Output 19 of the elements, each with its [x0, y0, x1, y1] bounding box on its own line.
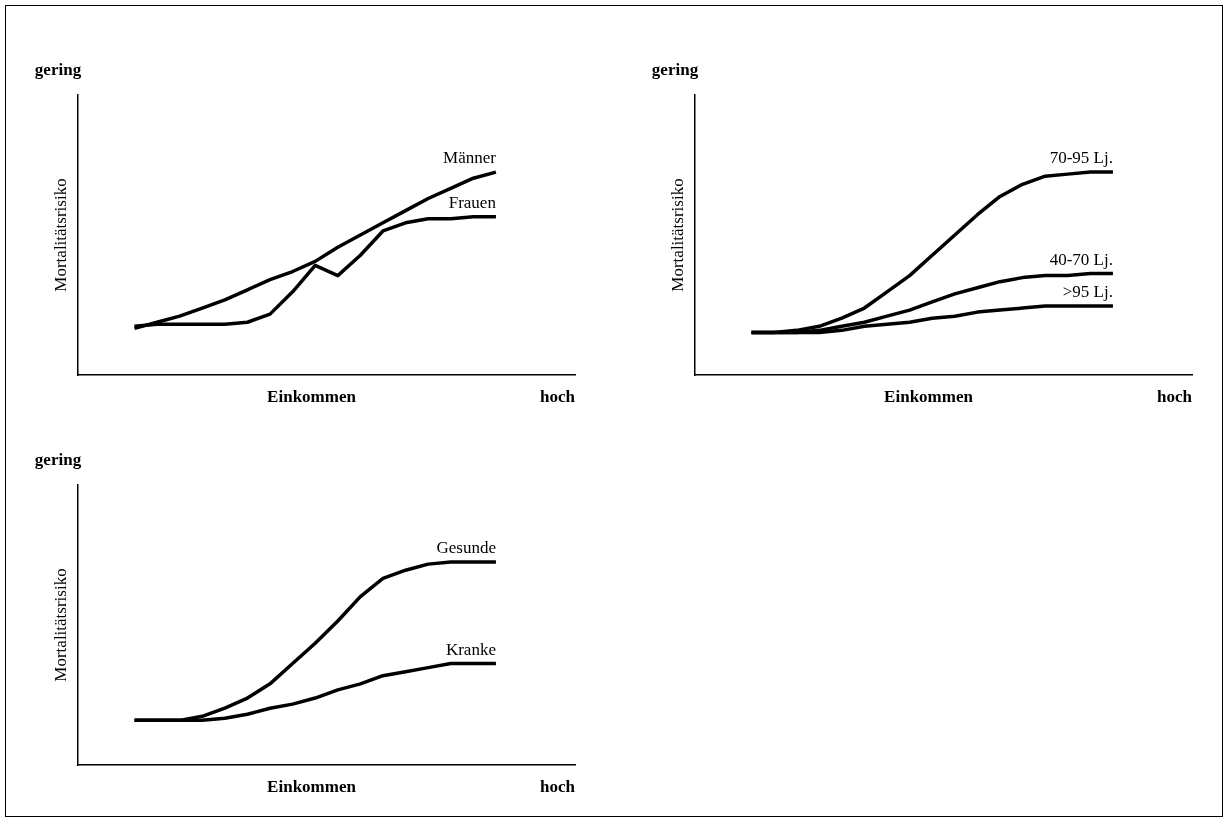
series-label: 40-70 Lj. [1049, 249, 1113, 269]
series-label: Kranke [445, 639, 496, 659]
y-axis-title: Mortalitätsrisiko [668, 178, 687, 292]
x-axis-title: Einkommen [267, 777, 357, 796]
text: hoch [540, 387, 576, 406]
y-axis-title: Mortalitätsrisiko [51, 568, 70, 682]
series-label: Männer [443, 148, 497, 168]
series-label: Gesunde [436, 538, 496, 558]
y-axis-title: Mortalitätsrisiko [51, 178, 70, 292]
series-label: >95 Lj. [1062, 282, 1113, 302]
x-axis-title: Einkommen [884, 387, 974, 406]
text: hoch [540, 777, 576, 796]
text: gering [34, 450, 82, 469]
text: gering [651, 60, 699, 79]
text: gering [34, 60, 82, 79]
x-axis-title: Einkommen [267, 387, 357, 406]
series-label: 70-95 Lj. [1049, 148, 1113, 168]
text: hoch [1157, 387, 1193, 406]
series-label: Frauen [448, 192, 497, 212]
